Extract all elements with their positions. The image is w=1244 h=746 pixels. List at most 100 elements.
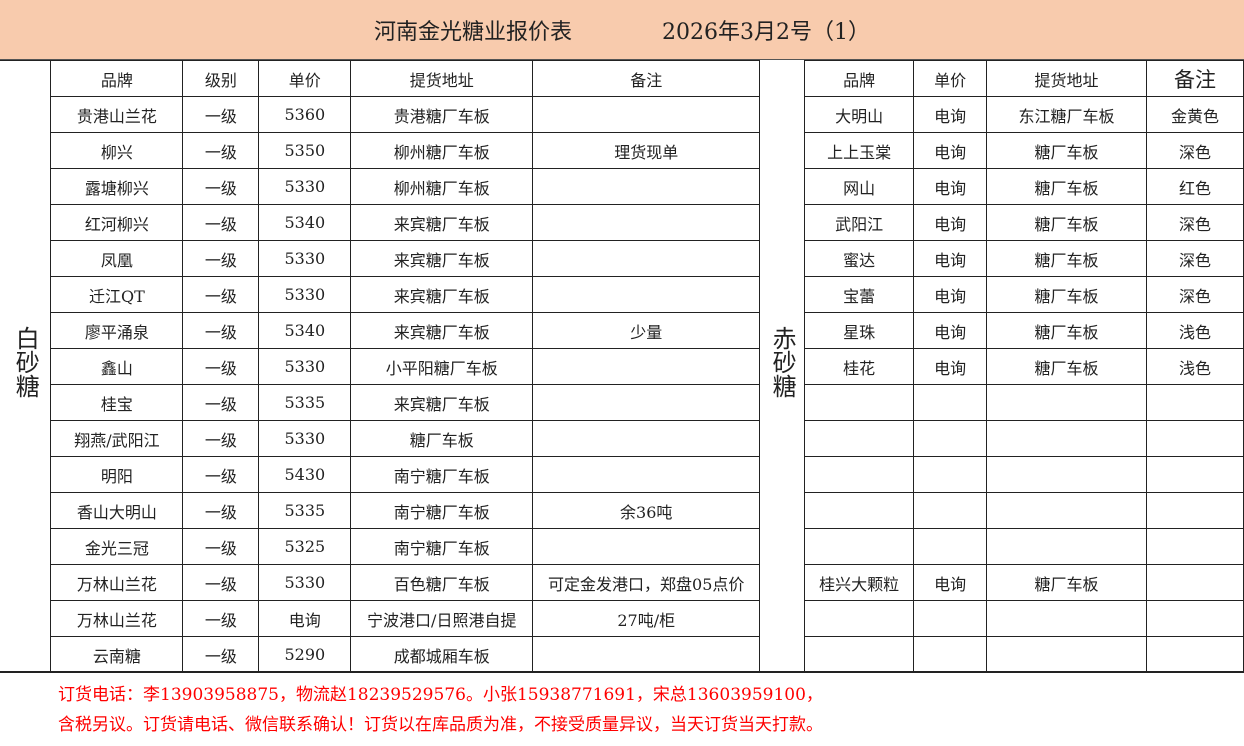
table-cell[interactable]: 迁江QT bbox=[50, 276, 184, 313]
table-cell[interactable] bbox=[986, 528, 1147, 565]
table-cell[interactable]: 糖厂车板 bbox=[986, 564, 1147, 601]
table-cell[interactable] bbox=[804, 636, 915, 673]
table-cell[interactable] bbox=[804, 456, 915, 493]
table-cell[interactable]: 一级 bbox=[182, 348, 260, 385]
table-cell[interactable]: 来宾糖厂车板 bbox=[350, 384, 534, 421]
table-cell[interactable]: 电询 bbox=[913, 168, 988, 205]
table-cell[interactable]: 糖厂车板 bbox=[986, 204, 1147, 241]
table-cell[interactable] bbox=[532, 348, 761, 385]
table-cell[interactable]: 小平阳糖厂车板 bbox=[350, 348, 534, 385]
table-cell[interactable]: 一级 bbox=[182, 240, 260, 277]
table-cell[interactable]: 电询 bbox=[913, 240, 988, 277]
table-cell[interactable]: 鑫山 bbox=[50, 348, 184, 385]
table-cell[interactable] bbox=[913, 456, 988, 493]
table-cell[interactable] bbox=[532, 528, 761, 565]
table-cell[interactable]: 5335 bbox=[258, 492, 352, 529]
table-cell[interactable]: 电询 bbox=[913, 348, 988, 385]
table-cell[interactable]: 一级 bbox=[182, 276, 260, 313]
table-cell[interactable]: 一级 bbox=[182, 564, 260, 601]
table-cell[interactable]: 一级 bbox=[182, 528, 260, 565]
table-cell[interactable]: 浅色 bbox=[1145, 312, 1244, 349]
table-cell[interactable] bbox=[986, 384, 1147, 421]
table-cell[interactable]: 南宁糖厂车板 bbox=[350, 492, 534, 529]
table-cell[interactable]: 南宁糖厂车板 bbox=[350, 456, 534, 493]
table-cell[interactable] bbox=[986, 636, 1147, 673]
table-cell[interactable]: 柳州糖厂车板 bbox=[350, 168, 534, 205]
table-cell[interactable]: 一级 bbox=[182, 456, 260, 493]
table-cell[interactable]: 廖平涌泉 bbox=[50, 312, 184, 349]
table-cell[interactable]: 5360 bbox=[258, 96, 352, 133]
table-cell[interactable] bbox=[532, 168, 761, 205]
table-cell[interactable]: 5330 bbox=[258, 564, 352, 601]
table-cell[interactable]: 来宾糖厂车板 bbox=[350, 312, 534, 349]
table-cell[interactable]: 一级 bbox=[182, 204, 260, 241]
table-cell[interactable] bbox=[913, 636, 988, 673]
table-cell[interactable] bbox=[532, 204, 761, 241]
table-cell[interactable]: 电询 bbox=[913, 312, 988, 349]
table-cell[interactable]: 宝蕾 bbox=[804, 276, 915, 313]
table-cell[interactable]: 一级 bbox=[182, 600, 260, 637]
table-cell[interactable]: 电询 bbox=[913, 564, 988, 601]
table-cell[interactable] bbox=[913, 492, 988, 529]
table-cell[interactable]: 香山大明山 bbox=[50, 492, 184, 529]
table-cell[interactable]: 糖厂车板 bbox=[986, 240, 1147, 277]
table-cell[interactable]: 翔燕/武阳江 bbox=[50, 420, 184, 457]
table-cell[interactable]: 贵港山兰花 bbox=[50, 96, 184, 133]
table-cell[interactable] bbox=[804, 420, 915, 457]
table-cell[interactable]: 一级 bbox=[182, 492, 260, 529]
table-cell[interactable]: 5350 bbox=[258, 132, 352, 169]
table-cell[interactable]: 万林山兰花 bbox=[50, 600, 184, 637]
table-cell[interactable]: 深色 bbox=[1145, 240, 1244, 277]
table-cell[interactable] bbox=[1145, 636, 1244, 673]
table-cell[interactable] bbox=[1145, 600, 1244, 637]
table-cell[interactable]: 露塘柳兴 bbox=[50, 168, 184, 205]
table-cell[interactable]: 一级 bbox=[182, 132, 260, 169]
table-cell[interactable]: 宁波港口/日照港自提 bbox=[350, 600, 534, 637]
table-cell[interactable]: 百色糖厂车板 bbox=[350, 564, 534, 601]
table-cell[interactable]: 深色 bbox=[1145, 132, 1244, 169]
table-cell[interactable] bbox=[986, 456, 1147, 493]
table-cell[interactable] bbox=[532, 636, 761, 673]
table-cell[interactable]: 5325 bbox=[258, 528, 352, 565]
table-cell[interactable]: 一级 bbox=[182, 636, 260, 673]
table-cell[interactable] bbox=[804, 384, 915, 421]
table-cell[interactable]: 来宾糖厂车板 bbox=[350, 240, 534, 277]
table-cell[interactable]: 蜜达 bbox=[804, 240, 915, 277]
table-cell[interactable] bbox=[804, 492, 915, 529]
table-cell[interactable] bbox=[913, 528, 988, 565]
table-cell[interactable]: 一级 bbox=[182, 96, 260, 133]
table-cell[interactable]: 网山 bbox=[804, 168, 915, 205]
table-cell[interactable] bbox=[1145, 384, 1244, 421]
table-cell[interactable]: 糖厂车板 bbox=[986, 132, 1147, 169]
table-cell[interactable]: 红色 bbox=[1145, 168, 1244, 205]
table-cell[interactable] bbox=[804, 528, 915, 565]
table-cell[interactable]: 理货现单 bbox=[532, 132, 761, 169]
table-cell[interactable]: 明阳 bbox=[50, 456, 184, 493]
table-cell[interactable]: 红河柳兴 bbox=[50, 204, 184, 241]
table-cell[interactable]: 可定金发港口，郑盘05点价 bbox=[532, 564, 761, 601]
table-cell[interactable] bbox=[1145, 528, 1244, 565]
table-cell[interactable]: 5330 bbox=[258, 276, 352, 313]
table-cell[interactable]: 凤凰 bbox=[50, 240, 184, 277]
table-cell[interactable]: 糖厂车板 bbox=[986, 312, 1147, 349]
table-cell[interactable]: 电询 bbox=[258, 600, 352, 637]
table-cell[interactable]: 大明山 bbox=[804, 96, 915, 133]
table-cell[interactable] bbox=[986, 420, 1147, 457]
table-cell[interactable] bbox=[913, 600, 988, 637]
table-cell[interactable] bbox=[532, 456, 761, 493]
table-cell[interactable]: 糖厂车板 bbox=[986, 276, 1147, 313]
table-cell[interactable]: 柳兴 bbox=[50, 132, 184, 169]
table-cell[interactable]: 一级 bbox=[182, 420, 260, 457]
table-cell[interactable]: 金光三冠 bbox=[50, 528, 184, 565]
table-cell[interactable]: 武阳江 bbox=[804, 204, 915, 241]
table-cell[interactable]: 云南糖 bbox=[50, 636, 184, 673]
table-cell[interactable]: 5290 bbox=[258, 636, 352, 673]
table-cell[interactable] bbox=[986, 600, 1147, 637]
table-cell[interactable]: 电询 bbox=[913, 276, 988, 313]
table-cell[interactable] bbox=[804, 600, 915, 637]
table-cell[interactable]: 来宾糖厂车板 bbox=[350, 276, 534, 313]
table-cell[interactable]: 5340 bbox=[258, 204, 352, 241]
table-cell[interactable]: 柳州糖厂车板 bbox=[350, 132, 534, 169]
table-cell[interactable] bbox=[1145, 456, 1244, 493]
table-cell[interactable]: 浅色 bbox=[1145, 348, 1244, 385]
